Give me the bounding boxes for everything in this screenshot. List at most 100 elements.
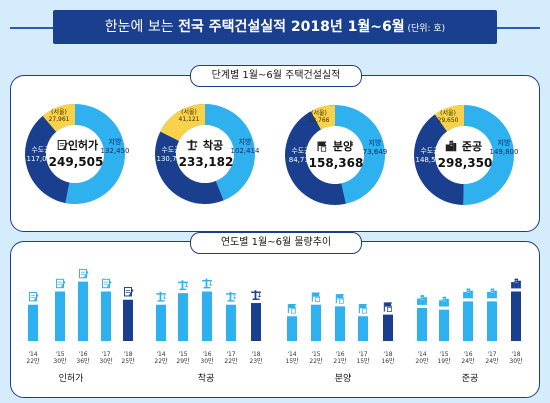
value-label: 23만 bbox=[249, 357, 263, 365]
donut-hole bbox=[306, 126, 364, 184]
permit-document-icon bbox=[79, 268, 89, 279]
year-tick: '14 bbox=[417, 351, 426, 358]
value-label: 29만 bbox=[176, 357, 190, 365]
building-tall bbox=[420, 295, 425, 305]
year-tick: '17 bbox=[101, 351, 110, 358]
crane-load bbox=[163, 297, 166, 299]
buildings-icon bbox=[439, 296, 449, 307]
value-label: 16만 bbox=[381, 357, 395, 365]
buildings-icon bbox=[463, 288, 473, 299]
building-tall bbox=[514, 278, 519, 289]
house-shape bbox=[290, 308, 296, 314]
flag-cloth bbox=[312, 292, 321, 297]
crane-tower bbox=[229, 291, 232, 301]
sale-flag-icon bbox=[287, 304, 297, 314]
permit-document-icon bbox=[124, 287, 134, 297]
center-label: 준공 bbox=[462, 140, 482, 153]
slice-province bbox=[205, 104, 255, 201]
seoul-name: (서울) bbox=[181, 108, 197, 116]
bar-section-title: 연도별 1월~6월 물량추이 bbox=[190, 232, 362, 254]
pen-shape bbox=[128, 289, 134, 297]
bar bbox=[335, 306, 345, 341]
title-unit: (단위: 호) bbox=[404, 24, 446, 34]
permit-document-icon bbox=[56, 278, 66, 289]
year-tick: '15 bbox=[311, 351, 320, 358]
flag-pole bbox=[287, 304, 289, 314]
building-tall bbox=[442, 296, 447, 307]
crane-base bbox=[179, 288, 187, 291]
value-label: 30만 bbox=[200, 357, 214, 365]
bar bbox=[251, 303, 261, 341]
crane-base bbox=[252, 298, 260, 300]
bar bbox=[358, 316, 368, 341]
buildings-icon bbox=[511, 278, 521, 289]
value-label: 30만 bbox=[53, 357, 67, 365]
year-tick: '18 bbox=[511, 351, 520, 358]
building-tall bbox=[466, 288, 471, 299]
value-label: 20만 bbox=[415, 357, 429, 365]
center-total: 233,182 bbox=[179, 155, 234, 169]
value-label: 25만 bbox=[121, 357, 135, 365]
bar bbox=[202, 291, 212, 341]
slice-seoul bbox=[160, 104, 205, 142]
slice-seoul bbox=[42, 104, 75, 132]
title-divider-left bbox=[10, 27, 54, 29]
crane-tower bbox=[181, 280, 184, 290]
value-label: 36만 bbox=[76, 357, 90, 365]
province-value: 132,450 bbox=[101, 147, 130, 155]
slice-province bbox=[65, 104, 126, 204]
bar bbox=[178, 293, 188, 341]
building-small bbox=[445, 144, 450, 152]
bar bbox=[383, 314, 393, 341]
center-label: 분양 bbox=[333, 139, 353, 153]
crane-load bbox=[209, 284, 212, 286]
metro-value: 117,055 bbox=[27, 155, 56, 163]
bar bbox=[123, 299, 133, 341]
metro-value: 130,768 bbox=[157, 155, 186, 163]
sale-flag-icon bbox=[335, 294, 345, 304]
value-label: 15만 bbox=[356, 357, 370, 365]
value-label: 30만 bbox=[509, 357, 523, 365]
building-mid bbox=[446, 298, 449, 307]
center-label: 인허가 bbox=[68, 138, 98, 152]
sale-flag-icon bbox=[358, 304, 368, 314]
year-tick: '17 bbox=[358, 351, 367, 358]
value-label: 21만 bbox=[333, 357, 347, 365]
group-label: 인허가 bbox=[59, 373, 84, 384]
house-shape bbox=[314, 297, 320, 302]
province-name: 지방 bbox=[369, 138, 382, 147]
permit-document-icon bbox=[29, 292, 39, 302]
center-total: 298,350 bbox=[438, 156, 493, 170]
house-shape bbox=[361, 308, 367, 314]
value-label: 30만 bbox=[99, 357, 113, 365]
metro-name: 수도권 bbox=[161, 146, 180, 154]
building-tall bbox=[490, 288, 495, 299]
flag-pole bbox=[358, 304, 360, 314]
province-value: 73,649 bbox=[363, 148, 388, 156]
slice-metro bbox=[284, 105, 346, 206]
seoul-name: (서울) bbox=[51, 108, 67, 116]
year-tick: '14 bbox=[28, 351, 37, 358]
year-tick: '17 bbox=[487, 351, 496, 358]
bar bbox=[287, 316, 297, 341]
seoul-name: (서울) bbox=[311, 109, 327, 117]
crane-tower bbox=[205, 278, 208, 288]
building-small bbox=[439, 300, 443, 307]
crane-icon bbox=[226, 291, 236, 302]
building-tall bbox=[449, 140, 454, 152]
permit-document-icon bbox=[102, 278, 112, 289]
province-value: 102,414 bbox=[231, 147, 260, 155]
seoul-name: (서울) bbox=[440, 109, 456, 117]
crane-icon bbox=[186, 139, 198, 151]
bar bbox=[311, 304, 321, 341]
crane-icon bbox=[178, 280, 188, 291]
crane-base bbox=[157, 300, 165, 302]
province-name: 지방 bbox=[239, 137, 252, 146]
bar bbox=[511, 291, 521, 341]
